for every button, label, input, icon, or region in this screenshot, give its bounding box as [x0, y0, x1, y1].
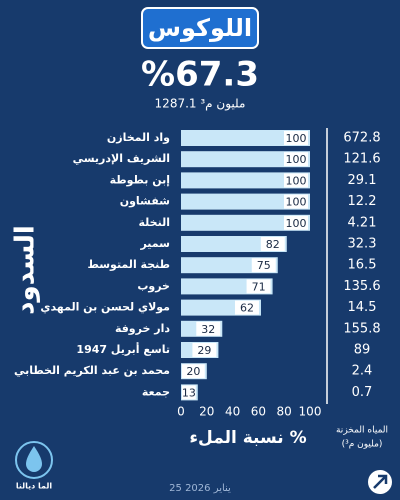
x-tick-label: 40 [225, 405, 240, 419]
value-label-box [182, 364, 205, 379]
stored-value: 135.6 [343, 279, 380, 294]
value-label: 82 [266, 238, 280, 251]
x-tick-label: 80 [277, 405, 292, 419]
logo: الما ديالنا [15, 441, 53, 491]
value-label-box [284, 194, 308, 209]
title-box [141, 7, 259, 49]
value-label-box [251, 258, 276, 273]
stored-value: 2.4 [352, 364, 373, 379]
category-label: إبن بطوطة [110, 173, 170, 186]
stored-value: 0.7 [352, 385, 373, 400]
value-label-box [284, 215, 308, 230]
bar [181, 193, 310, 210]
category-label: جمعة [142, 385, 170, 398]
stored-value: 89 [354, 343, 371, 358]
value-label-box [234, 300, 259, 315]
total: 1287.1 مليون م³ [155, 97, 246, 112]
category-label: طنجة المتوسط [87, 258, 170, 271]
bar [181, 236, 287, 252]
value-label-box [246, 279, 271, 294]
value-label-box [182, 385, 196, 400]
value-label-box [260, 237, 285, 251]
stored-value: 12.2 [348, 194, 377, 209]
stored-value: 14.5 [348, 300, 377, 315]
value-label: 75 [257, 259, 271, 272]
stored-value: 672.8 [343, 131, 380, 146]
stored-value: 16.5 [348, 258, 377, 273]
value-label: 71 [252, 280, 266, 293]
share-icon [368, 470, 392, 494]
y-axis-label: السدود [11, 225, 41, 315]
x-tick-label: 100 [299, 405, 322, 419]
value-label: 100 [286, 174, 307, 187]
x-tick-label: 0 [177, 405, 185, 419]
category-label: النخلة [139, 216, 170, 229]
logo-drop [26, 446, 42, 472]
stored-value: 121.6 [343, 152, 380, 167]
value-label-box [192, 343, 217, 357]
date: 25 يناير 2026 [169, 483, 231, 494]
value-label-box [284, 152, 308, 167]
stored-value: 4.21 [348, 215, 377, 230]
stored-label: المياه المخزنة [336, 426, 388, 436]
value-label-box [284, 131, 308, 145]
value-label: 62 [240, 302, 254, 315]
category-label: واد المخازن [107, 131, 170, 144]
bar [181, 130, 310, 146]
value-label: 100 [286, 217, 307, 230]
category-label: محمد بن عبد الكريم الخطابي [14, 364, 170, 377]
stored-label: (مليون م³) [342, 440, 383, 450]
stored-value: 29.1 [348, 173, 377, 188]
value-label: 100 [286, 196, 307, 209]
bar [181, 172, 310, 189]
value-label: 29 [197, 344, 211, 357]
value-label: 13 [182, 386, 196, 399]
category-label: سمير [139, 237, 170, 250]
value-label: 32 [201, 323, 215, 336]
category-label: الشريف الإدريسي [73, 152, 170, 165]
category-label: خروب [137, 279, 170, 292]
stored-value: 32.3 [348, 237, 377, 252]
bar [181, 151, 310, 168]
value-label-box [196, 321, 221, 336]
x-tick-label: 60 [251, 405, 266, 419]
value-label-box [284, 173, 308, 188]
category-label: دار خروفة [115, 322, 170, 335]
value-label: 100 [286, 153, 307, 166]
bar [181, 214, 310, 231]
logo-text: الما ديالنا [16, 482, 53, 491]
stored-value: 155.8 [343, 321, 380, 336]
share-arrow [373, 474, 388, 489]
category-label: تاسع أبريل 1947 [76, 342, 170, 356]
category-label: شفشاون [120, 195, 170, 208]
value-label: 100 [286, 132, 307, 145]
category-label: مولاي لحسن بن المهدي [40, 301, 170, 314]
chart-title: اللوكوس [148, 14, 252, 42]
logo-ring [15, 441, 53, 479]
x-tick-label: 20 [199, 405, 214, 419]
value-label: 20 [186, 365, 200, 378]
x-axis-label: نسبة الملء % [189, 428, 306, 448]
subtitle: %67.3 [141, 55, 259, 95]
